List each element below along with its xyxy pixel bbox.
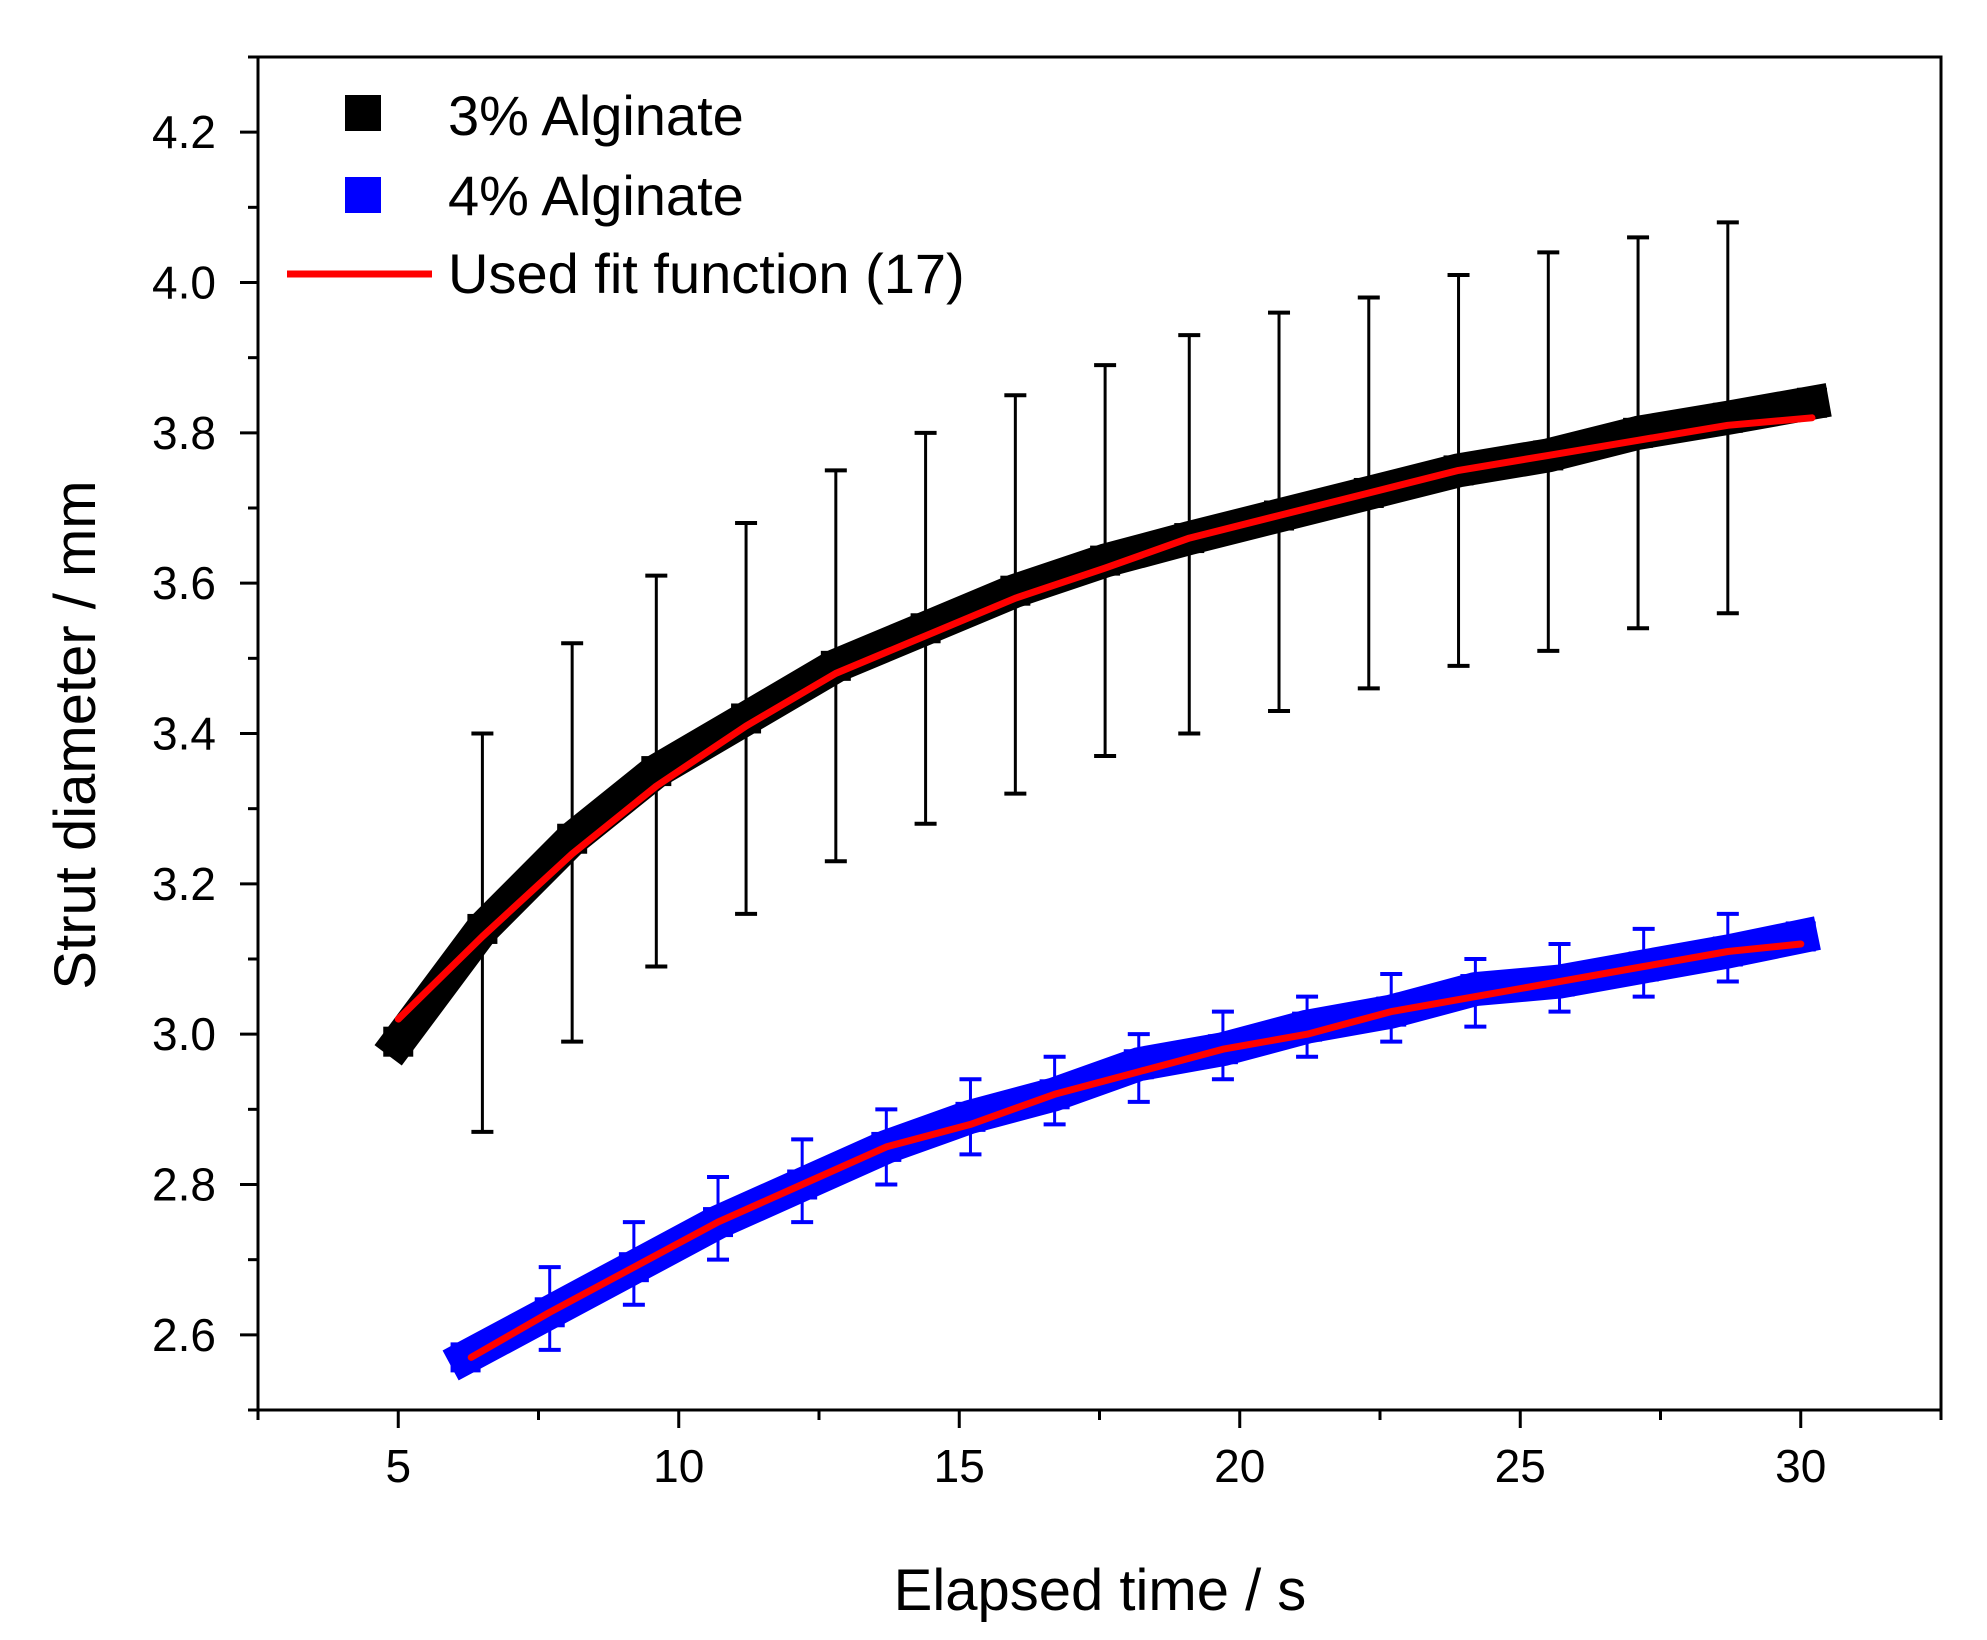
y-tick-label: 4.0: [152, 257, 216, 309]
data-layer: [374, 220, 1832, 1381]
data-point-3pct: [383, 1026, 414, 1057]
legend-label-fit: Used fit function (17): [448, 242, 965, 305]
x-tick-label: 30: [1775, 1440, 1826, 1492]
legend-label-4pct: 4% Alginate: [448, 164, 744, 227]
data-point-3pct: [1796, 387, 1827, 418]
y-tick-label: 4.2: [152, 106, 216, 158]
y-tick-label: 3.4: [152, 708, 216, 760]
x-tick-label: 15: [934, 1440, 985, 1492]
y-tick-label: 2.6: [152, 1309, 216, 1361]
fit-line-3pct: [394, 414, 1816, 1023]
legend-marker-4pct: [345, 177, 381, 213]
x-tick-label: 20: [1214, 1440, 1265, 1492]
series-band-4pct: [442, 916, 1821, 1381]
x-axis-title: Elapsed time / s: [894, 1558, 1307, 1623]
legend: 3% Alginate 4% Alginate Used fit functio…: [287, 84, 965, 305]
y-tick-label: 3.6: [152, 557, 216, 609]
legend-marker-3pct: [345, 95, 381, 131]
y-tick-label: 3.2: [152, 858, 216, 910]
y-tick-label: 3.8: [152, 407, 216, 459]
y-tick-label: 2.8: [152, 1159, 216, 1211]
y-tick-label: 3.0: [152, 1008, 216, 1060]
y-axis-title: Strut diameter / mm: [43, 480, 108, 989]
x-tick-label: 10: [653, 1440, 704, 1492]
x-tick-label: 5: [385, 1440, 411, 1492]
axis-ticks: 5 10 15 20 25 30 2.6 2.8 3.0 3.2 3.4 3.6 3.8 4.0 4.2: [152, 55, 1943, 1492]
legend-label-3pct: 3% Alginate: [448, 84, 744, 147]
x-tick-label: 25: [1495, 1440, 1546, 1492]
fit-line-4pct: [467, 940, 1805, 1361]
